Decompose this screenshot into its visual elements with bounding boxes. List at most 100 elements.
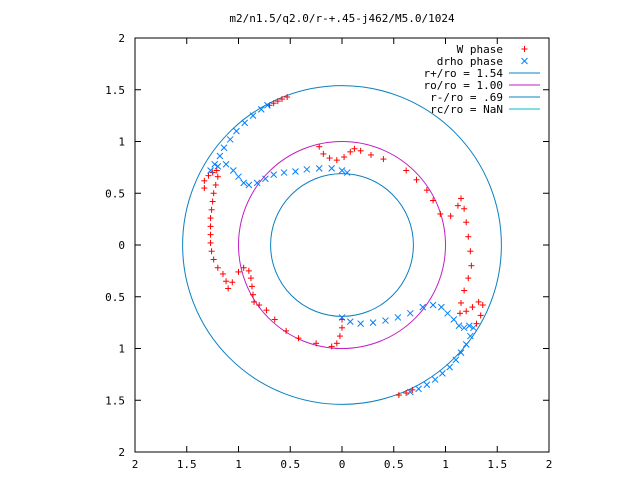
w-phase-point	[245, 267, 252, 274]
w-phase-point	[270, 100, 277, 107]
w-phase-point	[283, 327, 290, 334]
y-tick-label: 1	[118, 343, 125, 356]
drho-phase-point	[455, 322, 463, 330]
w-phase-point	[477, 312, 484, 319]
w-phase-point	[339, 324, 345, 331]
w-phase-point	[240, 264, 247, 271]
x-tick-label: 0	[339, 458, 346, 471]
w-phase-point	[468, 262, 475, 269]
w-phase-point	[465, 275, 472, 282]
drho-phase-point	[216, 152, 224, 160]
y-tick-label: 1.5	[105, 84, 125, 97]
drho-phase-point	[346, 318, 354, 325]
drho-phase-point	[253, 179, 261, 187]
w-phase-point	[423, 187, 430, 194]
w-phase-point	[251, 298, 258, 305]
w-phase-point	[271, 316, 278, 323]
drho-phase-point	[460, 324, 468, 332]
w-phase-point	[313, 340, 320, 347]
w-phase-point	[209, 198, 216, 205]
w-phase-point	[229, 279, 236, 286]
w-phase-point	[225, 285, 232, 292]
w-phase-point	[207, 215, 214, 222]
w-phase-point	[278, 96, 285, 103]
radius-circle	[238, 141, 446, 349]
w-phase-point	[473, 320, 480, 327]
w-phase-point	[295, 335, 302, 342]
drho-phase-point	[343, 169, 351, 176]
drho-phase-point	[240, 179, 248, 187]
drho-phase-point	[315, 165, 323, 172]
w-phase-point	[249, 291, 256, 298]
drho-phase-point	[280, 169, 288, 176]
w-phase-point	[219, 270, 226, 277]
w-phase-point	[205, 172, 212, 179]
drho-phase-point	[226, 136, 234, 143]
w-phase-point	[333, 340, 340, 347]
drho-phase-point	[328, 165, 336, 172]
x-tick-label: 1	[442, 458, 449, 471]
w-phase-point	[403, 167, 410, 174]
legend-label: r-/ro = .69	[430, 91, 503, 104]
w-phase-point	[461, 205, 468, 212]
w-phase-point	[213, 167, 220, 174]
drho-phase-point	[439, 369, 446, 377]
y-tick-label: 2	[118, 446, 125, 459]
drho-phase-point	[406, 388, 414, 396]
w-phase-point	[274, 98, 281, 105]
y-tick-label: 0	[118, 239, 125, 252]
legend-label: rc/ro = NaN	[430, 103, 503, 116]
drho-phase-point	[465, 322, 473, 330]
drho-phase-point	[270, 171, 278, 178]
chart-title: m2/n1.5/q2.0/r-+.45-j462/M5.0/1024	[229, 12, 455, 25]
w-phase-point	[320, 150, 327, 157]
x-tick-label: 2	[546, 458, 553, 471]
drho-phase-point	[457, 349, 465, 356]
w-phase-point	[208, 206, 215, 213]
w-phase-point	[214, 173, 221, 180]
w-phase-point	[458, 195, 465, 202]
x-tick-label: 1	[235, 458, 242, 471]
drho-phase-point	[233, 127, 240, 135]
legend-label: r+/ro = 1.54	[424, 67, 504, 80]
legend-label: W phase	[457, 43, 503, 56]
x-tick-label: 2	[132, 458, 139, 471]
drho-phase-point	[249, 112, 257, 119]
w-phase-point	[475, 298, 482, 305]
w-phase-point	[207, 223, 214, 230]
legend-label: ro/ro = 1.00	[424, 79, 503, 92]
drho-phase-point	[423, 381, 431, 389]
drho-phase-point	[394, 314, 402, 321]
w-phase-point	[212, 181, 219, 188]
w-phase-point	[210, 256, 217, 263]
w-phase-point	[341, 154, 348, 161]
x-tick-label: 0.5	[384, 458, 404, 471]
y-tick-labels: 2 1.5 1 0.5 0 0.5 1 1.5 2	[105, 32, 125, 459]
drho-phase-point	[462, 341, 470, 348]
legend-marker	[521, 57, 528, 65]
w-phase-point	[463, 308, 470, 315]
drho-phase-point	[338, 314, 346, 321]
w-phase-point	[469, 304, 476, 311]
drho-phase-point	[229, 167, 237, 174]
w-phase-point	[223, 278, 230, 285]
drho-phase-point	[262, 175, 269, 183]
w-phase-point	[465, 233, 472, 240]
w-phase-point	[208, 248, 215, 255]
drho-phase-point	[419, 303, 427, 311]
w-phase-point	[458, 299, 465, 306]
w-phase-point	[284, 93, 291, 100]
w-phase-point	[463, 219, 470, 226]
drho-phase-point	[466, 332, 474, 340]
w-phase-point	[316, 143, 323, 150]
drho-phase-point	[303, 166, 311, 173]
w-phase-point	[437, 210, 444, 217]
w-phase-point	[357, 147, 364, 154]
legend-label: drho phase	[437, 55, 503, 68]
drho-phase-point	[438, 303, 445, 311]
y-tick-label: 0.5	[105, 291, 125, 304]
w-phase-point	[214, 264, 221, 271]
w-phase-point	[207, 231, 214, 238]
